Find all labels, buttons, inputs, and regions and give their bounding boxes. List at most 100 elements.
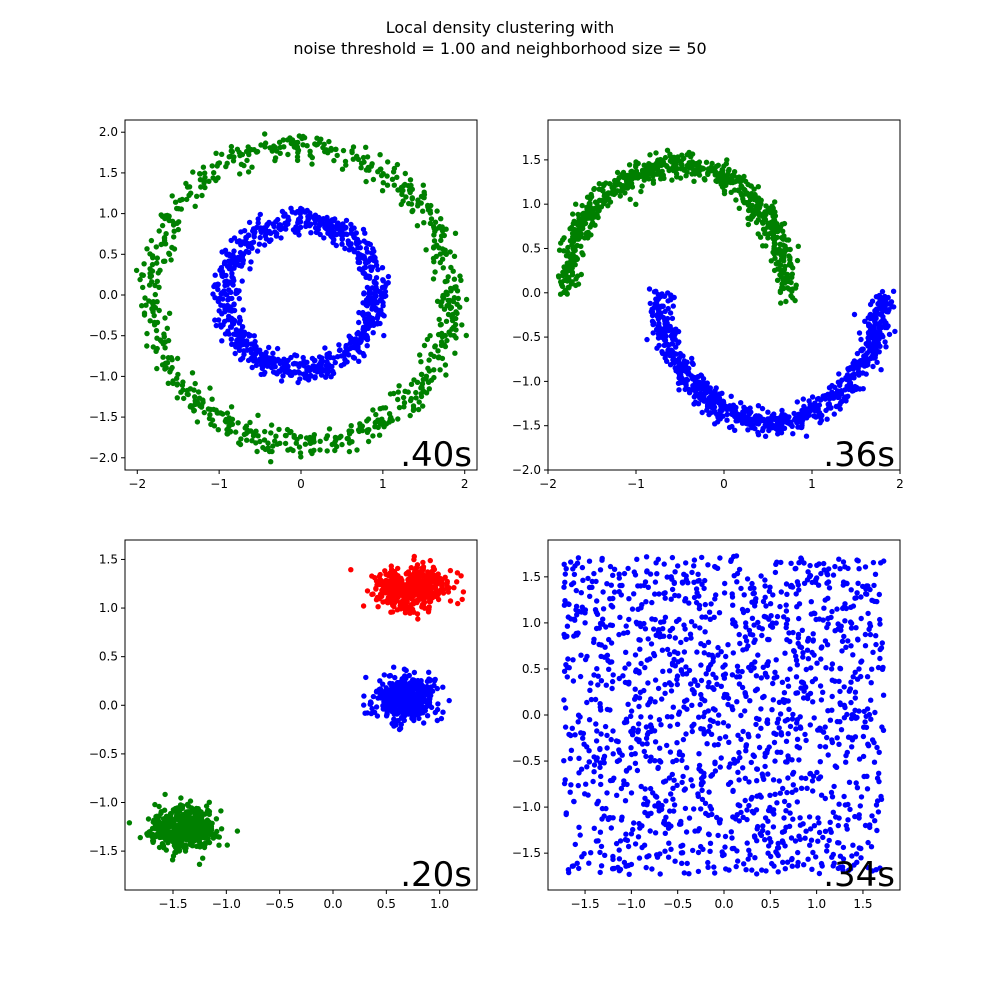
scatter-point: [567, 755, 573, 762]
scatter-point: [149, 268, 156, 274]
scatter-point: [273, 233, 280, 239]
scatter-point: [228, 148, 234, 154]
scatter-point: [161, 334, 167, 340]
scatter-point: [177, 825, 183, 831]
scatter-point: [273, 433, 279, 439]
scatter-point: [414, 611, 421, 617]
scatter-point: [409, 594, 415, 600]
y-tick-label: 1.5: [522, 153, 541, 167]
scatter-point: [370, 407, 376, 413]
scatter-point: [701, 176, 707, 182]
scatter-point: [266, 238, 273, 245]
scatter-point: [209, 163, 215, 169]
scatter-point: [742, 178, 749, 184]
scatter-point: [192, 203, 198, 209]
scatter-point: [294, 154, 301, 160]
scatter-point: [865, 329, 872, 336]
scatter-point: [426, 676, 432, 682]
scatter-point: [333, 146, 339, 152]
scatter-point: [755, 231, 761, 237]
x-tick-label: 0.0: [323, 897, 342, 911]
scatter-point: [808, 611, 814, 617]
scatter-point: [632, 841, 639, 847]
scatter-point: [647, 785, 654, 792]
scatter-point: [851, 311, 858, 318]
scatter-point: [403, 690, 409, 696]
scatter-point: [399, 191, 405, 198]
scatter-point: [788, 293, 794, 299]
scatter-point: [363, 674, 369, 681]
scatter-point: [253, 362, 260, 369]
scatter-point: [255, 433, 261, 439]
scatter-point: [307, 434, 313, 441]
scatter-point: [719, 167, 725, 173]
scatter-point: [358, 267, 364, 273]
scatter-point: [375, 266, 381, 273]
scatter-point: [191, 816, 197, 823]
scatter-point: [438, 303, 444, 309]
scatter-point: [588, 850, 594, 856]
scatter-point: [674, 166, 680, 172]
scatter-point: [587, 224, 593, 230]
scatter-point: [284, 137, 291, 143]
scatter-point: [606, 196, 612, 202]
y-tick-label: 1.5: [99, 552, 118, 566]
scatter-point: [168, 366, 174, 372]
scatter-point: [744, 576, 751, 582]
scatter-point: [418, 692, 424, 698]
scatter-point: [684, 169, 690, 175]
scatter-point: [668, 682, 674, 688]
scatter-point: [222, 259, 228, 265]
scatter-point: [253, 149, 260, 155]
scatter-point: [862, 564, 869, 570]
scatter-point: [591, 762, 598, 768]
scatter-point: [697, 625, 703, 631]
scatter-point: [409, 186, 415, 192]
scatter-point: [412, 685, 418, 691]
scatter-point: [272, 144, 278, 151]
scatter-point: [859, 348, 865, 354]
subplot-circles: −2 −1 0 1 2−2.0−1.5−1.0−0.50.00.51.01.52.0.4…: [89, 119, 478, 491]
scatter-point: [740, 728, 746, 735]
scatter-point: [302, 441, 309, 447]
scatter-point: [327, 220, 333, 226]
scatter-point: [728, 393, 734, 399]
scatter-point: [364, 588, 371, 594]
scatter-point: [173, 832, 179, 838]
scatter-point: [862, 631, 869, 638]
scatter-point: [380, 180, 386, 186]
scatter-point: [356, 309, 362, 316]
scatter-point: [705, 170, 711, 177]
scatter-point: [821, 560, 827, 567]
scatter-point: [390, 602, 396, 608]
scatter-point: [880, 314, 886, 320]
scatter-point: [759, 405, 766, 412]
scatter-point: [126, 820, 133, 826]
scatter-point: [195, 806, 201, 812]
scatter-point: [177, 197, 183, 203]
scatter-point: [452, 321, 459, 328]
scatter-point: [435, 331, 442, 338]
scatter-point: [196, 861, 203, 867]
x-tick-label: 1: [379, 477, 387, 491]
scatter-point: [747, 196, 754, 203]
scatter-point: [646, 286, 653, 292]
scatter-point: [664, 320, 670, 326]
scatter-point: [377, 686, 384, 692]
scatter-point: [574, 256, 580, 263]
scatter-point: [882, 320, 889, 327]
scatter-point: [147, 274, 153, 280]
scatter-point: [435, 701, 441, 707]
x-tick-label: 0: [297, 477, 305, 491]
scatter-point: [361, 693, 367, 699]
scatter-point: [377, 678, 383, 684]
scatter-point: [717, 178, 723, 185]
scatter-point: [276, 426, 282, 433]
scatter-point: [229, 295, 235, 302]
scatter-point: [209, 417, 216, 423]
scatter-point: [294, 436, 300, 443]
scatter-point: [626, 162, 633, 168]
scatter-point: [765, 235, 771, 241]
scatter-point: [652, 677, 659, 683]
scatter-point: [404, 599, 410, 605]
